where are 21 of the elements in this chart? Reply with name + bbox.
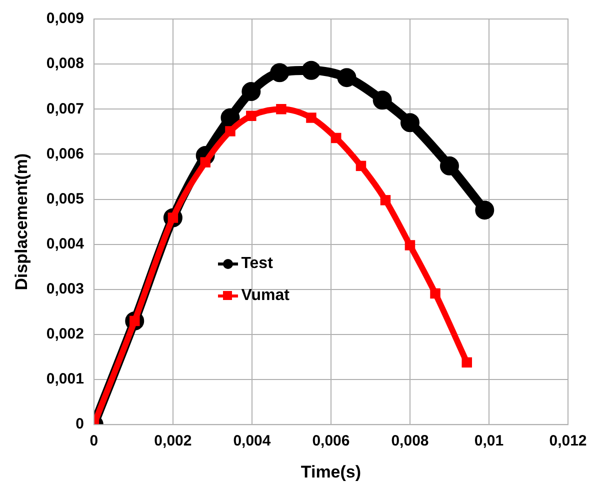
y-tick-label: 0,006 [46,145,84,162]
x-tick-label: 0,012 [549,432,587,450]
y-tick-label: 0,003 [46,280,84,298]
legend-label: Test [241,255,273,274]
y-tick-label: 0 [76,416,84,433]
x-tick-label: 0,006 [312,432,350,450]
y-tick-label: 0,002 [46,326,84,343]
x-tick-label: 0,004 [233,432,272,450]
x-tick-label: 0,002 [154,432,192,450]
y-tick-label: 0,007 [46,100,84,118]
y-tick-label: 0,008 [46,55,84,72]
y-tick-label: 0,009 [46,10,84,28]
y-tick-label: 0,004 [46,235,85,252]
y-axis-title: Displacement(m) [12,153,31,290]
legend-label: Vumat [241,287,290,306]
x-tick-label: 0,01 [474,432,504,450]
x-tick-label: 0 [90,432,98,450]
x-axis-title: Time(s) [300,462,362,482]
y-tick-label: 0,005 [46,190,84,208]
y-tick-label: 0,001 [46,370,84,388]
x-tick-label: 0,008 [391,432,429,450]
